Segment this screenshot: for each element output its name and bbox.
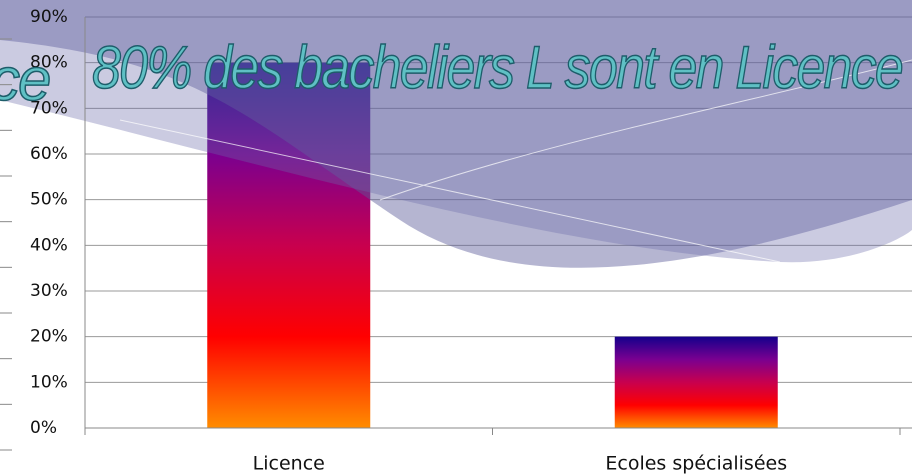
x-tick-label: Licence (253, 453, 325, 475)
decor-swoosh (0, 0, 912, 268)
decor-line (119, 59, 912, 263)
y-tick-label: 20% (30, 327, 68, 347)
y-tick-label: 80% (30, 53, 68, 73)
y-tick-label: 50% (30, 190, 68, 210)
bar (614, 336, 778, 428)
y-tick-label: 90% (30, 7, 68, 27)
y-tick-label: 0% (30, 418, 57, 438)
x-tick-label: Ecoles spécialisées (605, 453, 787, 475)
y-tick-label: 40% (30, 235, 68, 255)
decor-swoosh (0, 0, 912, 263)
chart-title: 80% des bacheliers L sont en Licence (92, 34, 903, 101)
bar (207, 62, 371, 429)
y-tick-label: 70% (30, 98, 68, 118)
title-fragment: ce (0, 46, 50, 113)
y-tick-label: 60% (30, 144, 68, 164)
y-tick-label: 10% (30, 372, 68, 392)
y-tick-label: 30% (30, 281, 68, 301)
